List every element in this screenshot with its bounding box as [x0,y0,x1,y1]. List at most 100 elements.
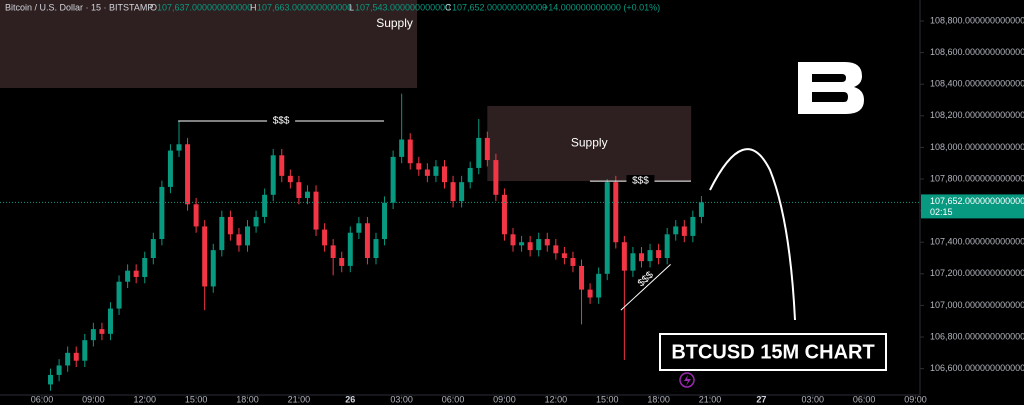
label-bg [626,175,655,188]
x-tick-label: 18:00 [236,394,259,404]
liquidity-line [620,263,671,311]
candle-body [664,234,670,259]
zone-label: Supply [376,16,413,30]
candle-body [459,182,465,202]
x-tick-label: 09:00 [82,394,105,404]
candle-body [553,245,559,254]
candle-body [219,216,225,251]
candle-body [253,216,259,227]
title-box [659,333,887,371]
candle-body [467,167,473,183]
candle-body [527,242,533,251]
candle-body [82,340,88,361]
x-tick-label: 06:00 [442,394,465,404]
y-tick-label: 107,200.000000000000 [930,268,1024,278]
candle-body [65,352,71,366]
candle-body [90,329,96,341]
candle-body [270,155,276,195]
candle-body [519,242,525,246]
candle-body [193,204,199,227]
candle-body [356,223,362,233]
candle-body [613,182,619,243]
x-tick-label: 26 [345,394,355,404]
candle-body [433,166,439,176]
event-bolt [684,375,691,386]
o-label: O [150,2,157,12]
y-tick-label: 108,000.000000000000 [930,142,1024,152]
candle-body [330,245,336,259]
candle-body [399,139,405,157]
candle-body [347,232,353,266]
last-price-tag [921,194,1024,219]
logo [798,62,864,114]
logo-b [798,62,864,114]
candle-body [407,139,413,164]
candle-body [236,234,242,246]
liquidity-label: $$$ [632,176,649,187]
candle-body [210,250,216,287]
candle-body [450,182,456,202]
candle-body [296,182,302,198]
label-bg [267,115,296,128]
candle-body [176,144,182,151]
x-tick-label: 15:00 [185,394,208,404]
candle-body [364,223,370,259]
candle-body [587,289,593,298]
candle-body [133,270,139,277]
candle-body [690,216,696,236]
candle-body [313,191,319,230]
candle-body [544,239,550,246]
y-tick-label: 108,200.000000000000 [930,110,1024,120]
open: 107,637.000000000000 [157,2,252,12]
candle-body [390,156,396,203]
candle-body [339,258,345,266]
supply-zone [487,106,692,182]
x-tick-label: 12:00 [133,394,156,404]
x-tick-label: 18:00 [647,394,670,404]
zone-label: Supply [571,136,608,150]
candle-body [116,281,122,309]
candle-body [125,270,131,282]
close: 107,652.000000000000 [452,2,547,12]
y-tick-label: 108,600.000000000000 [930,47,1024,57]
y-tick-label: 106,600.000000000000 [930,363,1024,373]
y-tick-label: 107,000.000000000000 [930,300,1024,310]
low: 107,543.000000000000 [355,2,450,12]
candle-body [681,226,687,236]
x-tick-label: 06:00 [31,394,54,404]
x-tick-label: 09:00 [493,394,516,404]
candle-body [287,175,293,183]
y-tick-label: 108,400.000000000000 [930,79,1024,89]
countdown: 02:15 [930,207,953,217]
x-tick-label: 09:00 [904,394,927,404]
candle-body [227,216,233,235]
y-tick-label: 106,800.000000000000 [930,331,1024,341]
candle-body [185,144,191,205]
x-tick-label: 03:00 [390,394,413,404]
candle-body [630,253,636,271]
candle-body [373,239,379,259]
candle-body [441,166,447,183]
candle-body [424,169,430,176]
x-tick-label: 12:00 [545,394,568,404]
candle-body [245,226,251,246]
supply-zone [0,0,418,89]
symbol: Bitcoin / U.S. Dollar · 15 · BITSTAMP [5,2,153,12]
candle-body [510,234,516,246]
x-tick-label: 03:00 [802,394,825,404]
change: +14.000000000000 (+0.01%) [543,2,660,12]
chart-title: BTCUSD 15M CHART [671,341,874,363]
l-label: L [349,2,354,12]
candle-body [279,155,285,176]
c-label: C [445,2,452,12]
candle-body [561,253,567,259]
x-tick-label: 15:00 [596,394,619,404]
candle-body [656,250,662,259]
candle-body [501,194,507,235]
candle-body [262,194,268,217]
candle-body [596,273,602,298]
candle-body [48,374,54,385]
x-tick-label: 21:00 [699,394,722,404]
